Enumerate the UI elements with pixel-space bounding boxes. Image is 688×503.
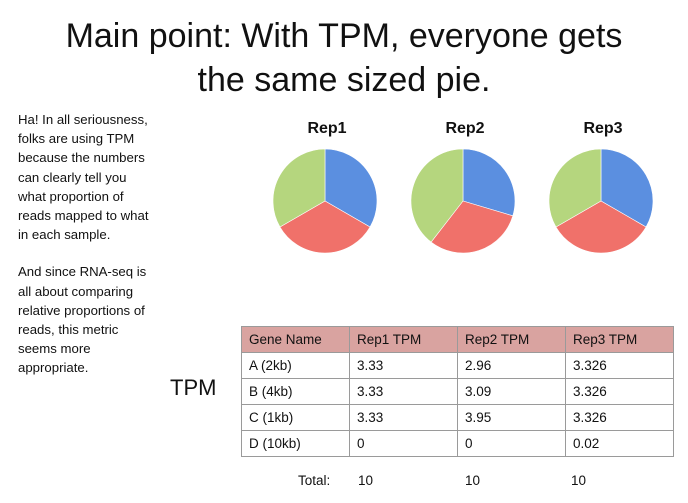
tpm-table: Gene Name Rep1 TPM Rep2 TPM Rep3 TPM A (…	[241, 326, 674, 457]
pie-chart-rep3	[548, 148, 654, 254]
table-cell: 3.33	[349, 378, 458, 405]
table-cell: 0.02	[565, 430, 674, 457]
table-cell: 3.33	[349, 352, 458, 379]
table-cell: A (2kb)	[241, 352, 350, 379]
pie-chart-rep2	[410, 148, 516, 254]
title-line-2: the same sized pie.	[197, 61, 491, 99]
total-rep1: 10	[358, 473, 374, 488]
table-header-row: Gene Name Rep1 TPM Rep2 TPM Rep3 TPM	[241, 326, 674, 353]
table-cell: 3.33	[349, 404, 458, 431]
header-rep2-tpm: Rep2 TPM	[457, 326, 566, 353]
side-paragraph-2: And since RNA-seq is all about comparing…	[18, 264, 147, 376]
side-notes: Ha! In all seriousness, folks are using …	[18, 110, 198, 396]
table-cell: C (1kb)	[241, 404, 350, 431]
header-rep3-tpm: Rep3 TPM	[565, 326, 674, 353]
pie-slice-a	[324, 148, 378, 228]
table-cell: 3.326	[565, 404, 674, 431]
table-row: D (10kb) 0 0 0.02	[241, 430, 674, 457]
table-row: A (2kb) 3.33 2.96 3.326	[241, 352, 674, 379]
table-cell: B (4kb)	[241, 378, 350, 405]
table-cell: 3.95	[457, 404, 566, 431]
slide-title: Main point: With TPM, everyone gets the …	[0, 14, 688, 102]
pie-title-rep1: Rep1	[307, 120, 347, 137]
pie-slice-b	[555, 200, 647, 254]
total-rep2: 10	[465, 473, 481, 488]
pie-slice-a	[600, 148, 654, 228]
pie-title-rep3: Rep3	[583, 120, 623, 137]
pie-slice-a	[462, 148, 516, 217]
pie-slice-c	[548, 148, 602, 228]
pie-chart-rep1	[272, 148, 378, 254]
table-cell: 0	[457, 430, 566, 457]
tpm-label: TPM	[170, 375, 217, 400]
header-rep1-tpm: Rep1 TPM	[349, 326, 458, 353]
table-row: B (4kb) 3.33 3.09 3.326	[241, 378, 674, 405]
pie-slice-b	[279, 200, 371, 254]
side-paragraph-1: Ha! In all seriousness, folks are using …	[18, 112, 149, 243]
pie-title-rep2: Rep2	[445, 120, 485, 137]
header-gene-name: Gene Name	[241, 326, 350, 353]
pie-slice-c	[410, 148, 464, 243]
table-cell: 2.96	[457, 352, 566, 379]
total-label: Total:	[298, 473, 331, 488]
table-cell: 0	[349, 430, 458, 457]
table-cell: 3.09	[457, 378, 566, 405]
table-cell: 3.326	[565, 352, 674, 379]
pie-slice-c	[272, 148, 326, 228]
table-cell: 3.326	[565, 378, 674, 405]
table-row: C (1kb) 3.33 3.95 3.326	[241, 404, 674, 431]
pie-slice-b	[430, 200, 514, 254]
total-rep3: 10	[571, 473, 587, 488]
title-line-1: Main point: With TPM, everyone gets	[65, 17, 623, 55]
table-cell: D (10kb)	[241, 430, 350, 457]
